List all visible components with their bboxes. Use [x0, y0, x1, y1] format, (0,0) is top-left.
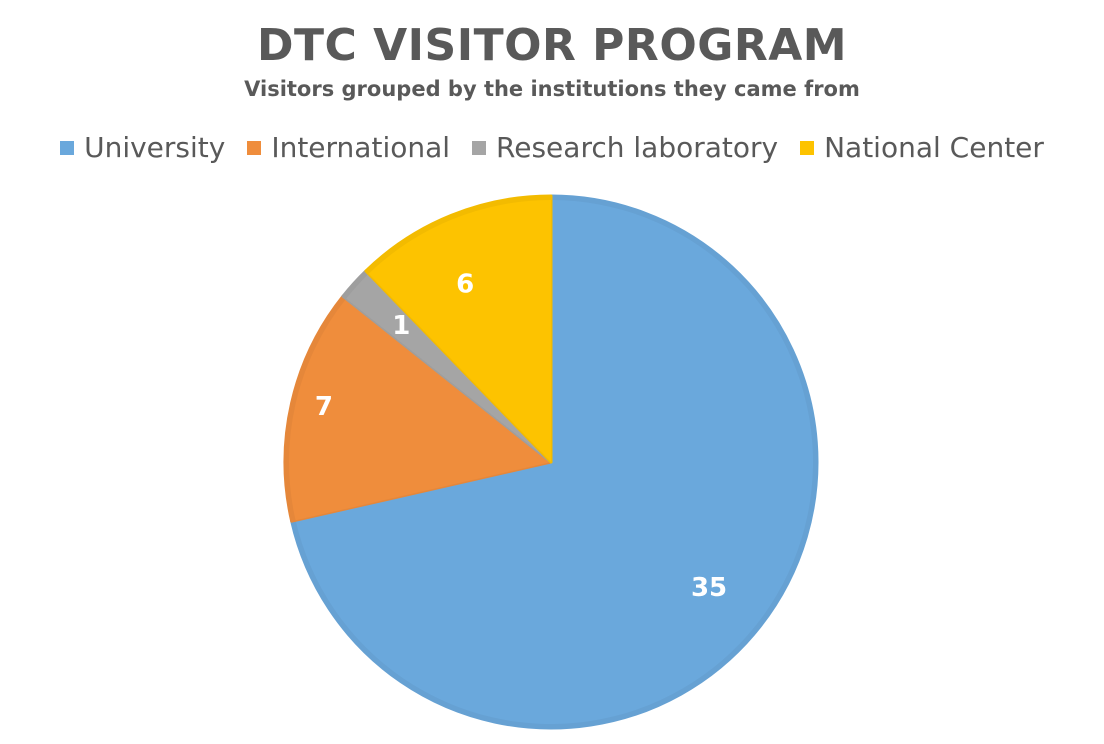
- legend-item-international: International: [247, 128, 450, 168]
- chart-subtitle: Visitors grouped by the institutions the…: [244, 77, 860, 101]
- chart-title: DTC VISITOR PROGRAM: [256, 20, 848, 71]
- legend-item-research-laboratory: Research laboratory: [472, 128, 778, 168]
- legend-item-university: University: [60, 128, 225, 168]
- legend-swatch-national-center: [800, 141, 815, 155]
- legend-label-national-center: National Center: [824, 131, 1044, 164]
- legend-label-university: University: [84, 131, 226, 164]
- legend-swatch-research-laboratory: [472, 141, 487, 155]
- legend-item-national-center: National Center: [800, 128, 1044, 168]
- data-label-national-center: 6: [456, 270, 474, 300]
- data-label-international: 7: [315, 392, 333, 422]
- pie-data-labels: 35 7 1 6: [315, 270, 727, 603]
- legend-swatch-international: [247, 141, 262, 155]
- data-label-university: 35: [691, 573, 727, 603]
- pie-slice-fill-international: [289, 298, 551, 521]
- legend-swatch-university: [60, 141, 75, 155]
- data-label-research-laboratory: 1: [392, 311, 410, 341]
- legend-label-research-laboratory: Research laboratory: [496, 131, 779, 164]
- pie-slice-fill-university: [295, 200, 814, 725]
- pie-slices: [283, 194, 819, 730]
- pie-slice-fill-research-laboratory: [346, 273, 551, 462]
- legend: University International Research labora…: [0, 128, 1104, 168]
- pie-slice-fill-national-center: [368, 200, 551, 462]
- legend-label-international: International: [271, 131, 451, 164]
